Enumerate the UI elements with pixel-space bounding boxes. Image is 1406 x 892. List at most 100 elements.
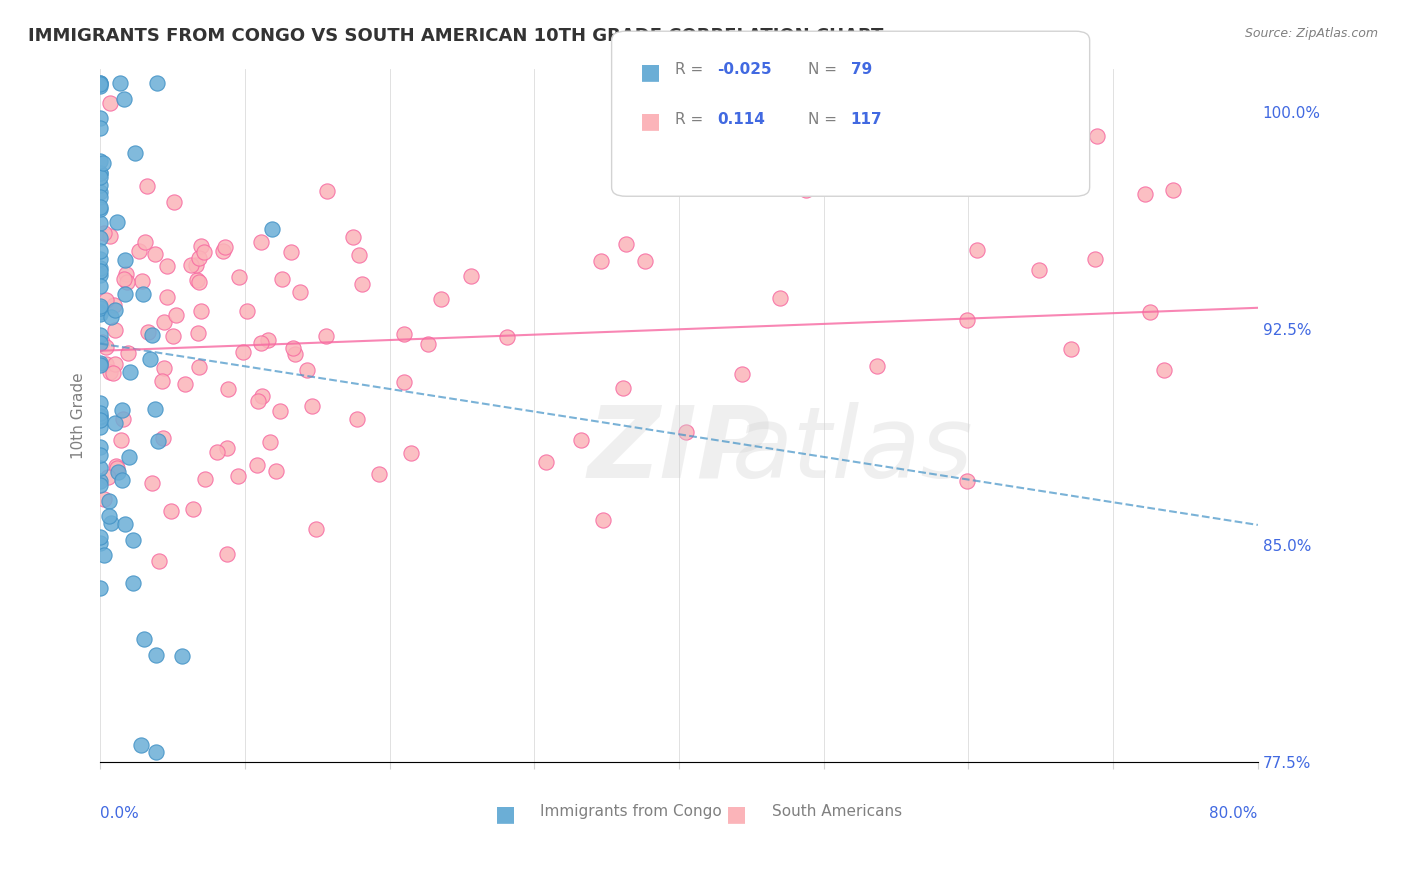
Text: R =: R =	[675, 112, 709, 127]
Point	[89, 461, 111, 475]
Point	[1028, 263, 1050, 277]
Point	[89, 178, 111, 192]
Point	[89, 166, 111, 180]
Point	[105, 460, 128, 475]
Text: Immigrants from Congo: Immigrants from Congo	[540, 804, 721, 819]
Text: ■: ■	[640, 62, 661, 82]
Point	[89, 358, 111, 372]
Point	[139, 352, 162, 367]
Point	[187, 251, 209, 265]
Point	[89, 261, 111, 276]
Point	[89, 300, 111, 314]
Point	[226, 469, 249, 483]
Point	[114, 517, 136, 532]
Point	[146, 76, 169, 90]
Point	[118, 365, 141, 379]
Text: N =: N =	[808, 112, 842, 127]
Point	[89, 166, 111, 180]
Point	[215, 441, 238, 455]
Point	[156, 260, 179, 274]
Point	[89, 244, 111, 259]
Point	[93, 492, 115, 507]
Point	[89, 409, 111, 424]
Point	[342, 230, 364, 244]
Point	[148, 554, 170, 568]
Point	[591, 253, 613, 268]
Point	[91, 156, 114, 170]
Text: 0.114: 0.114	[717, 112, 765, 127]
Point	[301, 400, 323, 414]
Point	[193, 245, 215, 260]
Point	[89, 189, 111, 203]
Point	[259, 435, 281, 450]
Text: ■: ■	[640, 112, 661, 131]
Point	[89, 307, 111, 321]
Point	[153, 315, 176, 329]
Point	[228, 269, 250, 284]
Point	[592, 513, 614, 527]
Point	[205, 444, 228, 458]
Point	[89, 76, 111, 90]
Point	[616, 237, 638, 252]
Point	[460, 269, 482, 284]
Point	[367, 467, 389, 481]
Point	[98, 229, 121, 244]
Point	[283, 341, 305, 355]
Point	[115, 276, 138, 290]
Point	[89, 474, 111, 488]
Point	[280, 244, 302, 259]
Point	[1153, 363, 1175, 377]
Point	[187, 326, 209, 340]
Point	[89, 448, 111, 462]
Text: R =: R =	[675, 62, 709, 78]
Point	[89, 154, 111, 169]
Text: atlas: atlas	[733, 401, 973, 499]
Point	[89, 216, 111, 230]
Point	[94, 293, 117, 308]
Point	[89, 305, 111, 319]
Point	[181, 502, 204, 516]
Point	[115, 267, 138, 281]
Point	[250, 235, 273, 250]
Point	[131, 274, 153, 288]
Point	[122, 533, 145, 548]
Point	[392, 326, 415, 341]
Point	[111, 473, 134, 487]
Point	[89, 327, 111, 342]
Point	[89, 121, 111, 136]
Point	[184, 258, 207, 272]
Point	[145, 745, 167, 759]
Point	[288, 285, 311, 299]
Point	[141, 476, 163, 491]
Point	[112, 272, 135, 286]
Point	[956, 313, 979, 327]
Text: ■: ■	[495, 804, 516, 824]
Point	[260, 221, 283, 235]
Point	[97, 494, 120, 508]
Point	[215, 547, 238, 561]
Point	[156, 289, 179, 303]
Point	[104, 357, 127, 371]
Point	[104, 302, 127, 317]
Point	[256, 333, 278, 347]
Point	[117, 346, 139, 360]
Point	[132, 287, 155, 301]
Point	[297, 363, 319, 377]
Point	[190, 239, 212, 253]
Point	[105, 458, 128, 473]
Point	[966, 244, 988, 258]
Point	[150, 374, 173, 388]
Point	[110, 433, 132, 447]
Text: -0.025: -0.025	[717, 62, 772, 78]
Point	[187, 360, 209, 375]
Point	[796, 184, 818, 198]
Point	[214, 240, 236, 254]
Text: 0.0%: 0.0%	[100, 805, 139, 821]
Point	[1060, 343, 1083, 357]
Point	[392, 375, 415, 389]
Point	[89, 301, 111, 316]
Text: South Americans: South Americans	[772, 804, 901, 819]
Point	[180, 258, 202, 272]
Point	[188, 275, 211, 289]
Point	[347, 248, 370, 262]
